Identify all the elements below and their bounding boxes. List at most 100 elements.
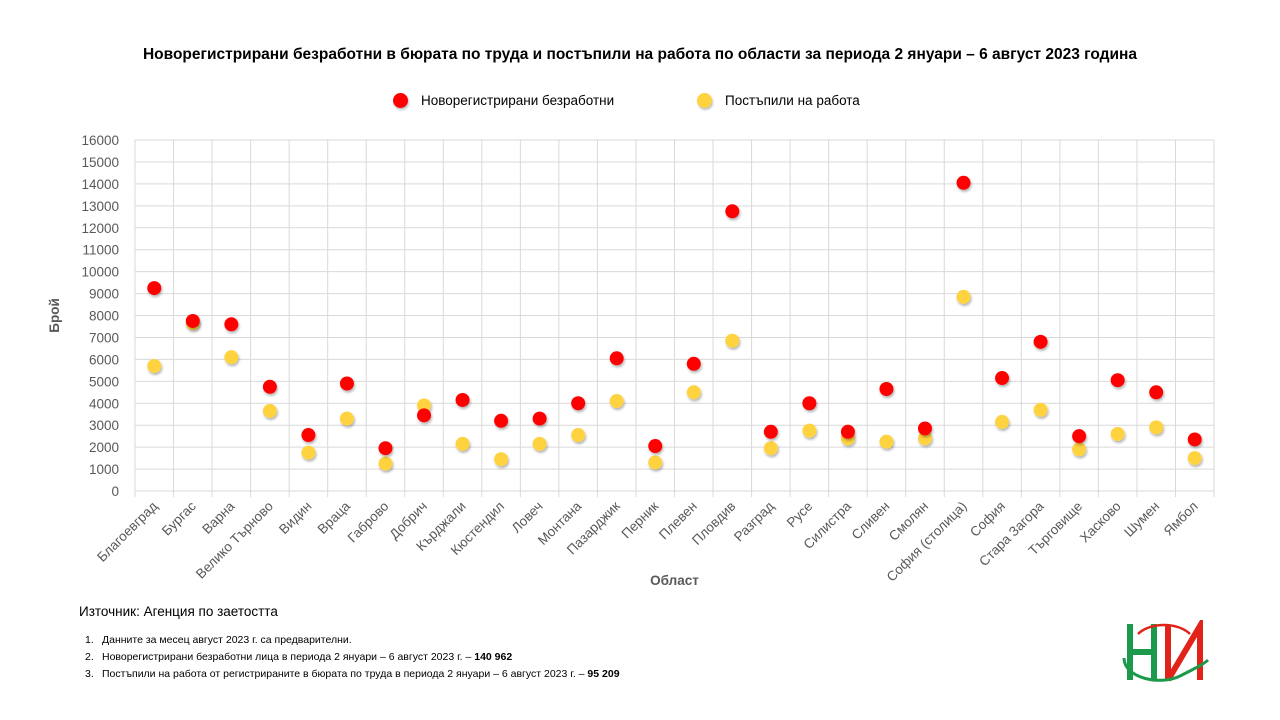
y-tick-label: 2000: [89, 440, 119, 455]
footnotes: 1. Данните за месец август 2023 г. са пре…: [85, 632, 620, 683]
y-tick-label: 10000: [81, 265, 119, 280]
x-tick-label: Перник: [618, 498, 661, 541]
y-axis-title: Брой: [47, 298, 62, 333]
y-tick-label: 15000: [81, 155, 119, 170]
data-point-registered: [301, 428, 316, 443]
data-point-employed: [494, 452, 509, 467]
data-point-registered: [455, 392, 470, 407]
data-point-employed: [995, 414, 1010, 429]
x-tick-label: Ловеч: [509, 499, 546, 536]
data-point-registered: [417, 408, 432, 423]
legend-item-employed: Постъпили на работа: [697, 93, 860, 108]
y-tick-label: 3000: [89, 418, 119, 433]
data-point-registered: [763, 424, 778, 439]
y-tick-label: 16000: [81, 133, 119, 148]
footnote-item: 2. Новорегистрирани безработни лица в пер…: [85, 651, 513, 663]
legend-marker-registered: [393, 93, 408, 108]
footnote-item: 3. Постъпили на работа от регистрираните …: [85, 668, 620, 680]
data-point-registered: [224, 317, 239, 332]
chart-legend: Новорегистрирани безработни Постъпили на…: [0, 93, 1280, 115]
source-note: Източник: Агенция по заетостта: [79, 604, 278, 619]
x-tick-label: Разград: [731, 498, 777, 544]
y-tick-label: 11000: [82, 243, 119, 258]
data-point-registered: [339, 376, 354, 391]
data-point-employed: [725, 333, 740, 348]
data-point-employed: [1187, 451, 1202, 466]
y-tick-label: 4000: [89, 396, 119, 411]
data-point-registered: [1072, 429, 1087, 444]
data-point-employed: [763, 441, 778, 456]
y-tick-label: 0: [111, 484, 119, 499]
data-point-registered: [571, 396, 586, 411]
x-tick-label: Ямбол: [1161, 499, 1201, 539]
y-tick-label: 12000: [81, 221, 119, 236]
data-point-registered: [378, 441, 393, 456]
y-tick-label: 1000: [89, 462, 119, 477]
data-point-employed: [956, 289, 971, 304]
data-point-employed: [648, 455, 663, 470]
data-point-registered: [995, 371, 1010, 386]
legend-label-employed: Постъпили на работа: [725, 93, 860, 108]
data-point-registered: [840, 424, 855, 439]
data-point-registered: [1187, 432, 1202, 447]
data-point-employed: [147, 358, 162, 373]
data-point-registered: [1033, 334, 1048, 349]
data-point-registered: [725, 204, 740, 219]
x-axis-title: Област: [650, 573, 699, 588]
data-point-employed: [224, 350, 239, 365]
data-point-employed: [1149, 420, 1164, 435]
data-point-employed: [339, 411, 354, 426]
data-point-employed: [879, 434, 894, 449]
legend-item-registered: Новорегистрирани безработни: [393, 93, 614, 108]
x-tick-label: Бургас: [159, 498, 199, 538]
data-point-registered: [917, 421, 932, 436]
data-point-employed: [417, 398, 432, 413]
data-point-registered: [494, 413, 509, 428]
y-tick-label: 14000: [81, 177, 119, 192]
y-tick-label: 13000: [81, 199, 119, 214]
data-point-registered: [1110, 373, 1125, 388]
data-point-registered: [802, 396, 817, 411]
y-tick-label: 5000: [89, 374, 119, 389]
data-point-employed: [609, 394, 624, 409]
x-tick-label: Благоевград: [94, 498, 160, 564]
data-point-employed: [262, 403, 277, 418]
y-tick-label: 9000: [89, 287, 119, 302]
data-point-registered: [609, 351, 624, 366]
x-tick-label: Шумен: [1121, 499, 1162, 540]
data-point-employed: [378, 456, 393, 471]
data-point-employed: [571, 428, 586, 443]
x-tick-label: Сливен: [849, 499, 893, 543]
legend-marker-employed: [697, 93, 712, 108]
data-point-employed: [1033, 402, 1048, 417]
data-point-registered: [262, 379, 277, 394]
data-point-employed: [917, 431, 932, 446]
data-point-registered: [1149, 385, 1164, 400]
data-point-employed: [301, 445, 316, 460]
data-point-registered: [956, 175, 971, 190]
data-point-employed: [686, 385, 701, 400]
y-tick-label: 8000: [89, 309, 119, 324]
x-tick-label: Русе: [784, 499, 816, 531]
data-point-registered: [185, 313, 200, 328]
footnote-item: 1. Данните за месец август 2023 г. са пре…: [85, 634, 352, 646]
data-point-registered: [147, 281, 162, 296]
data-point-employed: [532, 436, 547, 451]
x-tick-label: Габрово: [345, 499, 392, 546]
data-point-registered: [879, 381, 894, 396]
x-tick-label: Хасково: [1077, 499, 1124, 546]
x-tick-label: Видин: [276, 499, 314, 537]
legend-label-registered: Новорегистрирани безработни: [421, 93, 615, 108]
nsi-logo-icon: [1122, 620, 1210, 682]
data-point-registered: [686, 356, 701, 371]
data-point-registered: [532, 411, 547, 426]
data-point-employed: [455, 436, 470, 451]
y-tick-label: 6000: [89, 352, 119, 367]
chart-title: Новорегистрирани безработни в бюрата по …: [142, 46, 1138, 63]
data-point-registered: [648, 439, 663, 454]
scatter-chart: 0 1000 2000 3000 4000 5000 6000 7000 8000 9000 100…: [47, 133, 1215, 588]
y-tick-label: 7000: [89, 330, 119, 345]
data-point-employed: [802, 423, 817, 438]
data-point-employed: [1110, 426, 1125, 441]
data-point-employed: [1072, 442, 1087, 457]
